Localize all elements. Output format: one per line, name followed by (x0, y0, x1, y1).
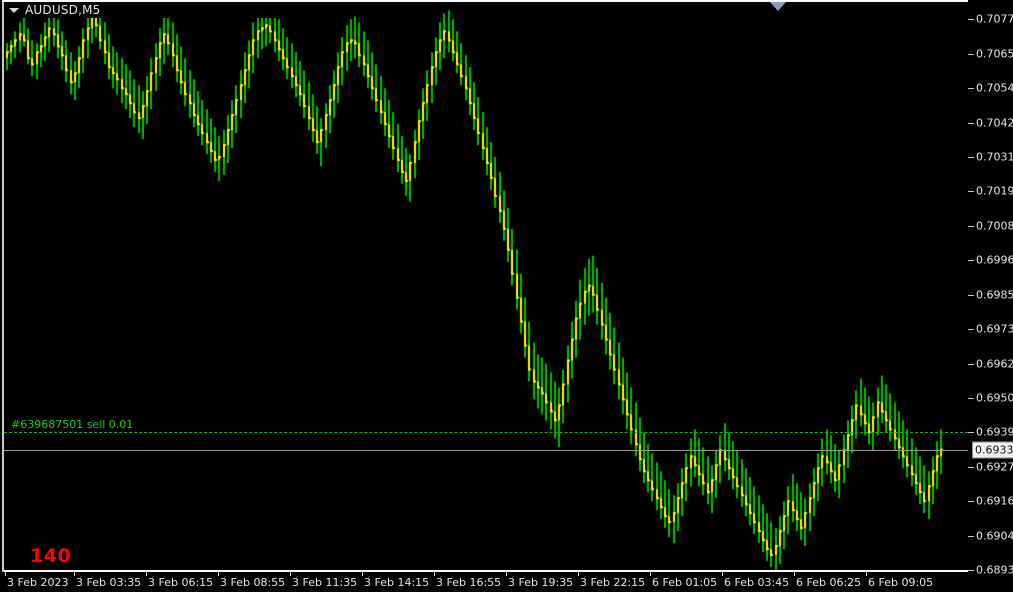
time-axis-label: 3 Feb 22:15 (580, 576, 646, 589)
time-axis-tick (794, 572, 795, 576)
time-axis-label: 3 Feb 16:55 (436, 576, 502, 589)
chart-titlebar[interactable]: AUDUSD,M5 (4, 2, 309, 18)
price-axis-tick (968, 157, 974, 158)
time-axis-label: 3 Feb 2023 (7, 576, 69, 589)
price-axis-tick (968, 570, 974, 571)
chart-plot-area[interactable]: #639687501 sell 0.01 (4, 2, 968, 570)
time-axis-label: 3 Feb 19:35 (508, 576, 574, 589)
triangle-down-icon[interactable] (770, 2, 786, 11)
chevron-down-icon[interactable] (9, 7, 19, 13)
price-axis-tick (968, 191, 974, 192)
price-axis-label: 0.70425 (976, 116, 1013, 130)
time-axis[interactable]: 3 Feb 2023 3 Feb 03:35 3 Feb 06:15 3 Feb 08… (0, 572, 970, 592)
time-axis-tick (722, 572, 723, 576)
time-axis-label: 3 Feb 08:55 (220, 576, 286, 589)
time-axis-label: 6 Feb 06:25 (796, 576, 862, 589)
price-axis-tick (968, 226, 974, 227)
window-border-left (2, 0, 4, 592)
price-axis-label: 0.70195 (976, 184, 1013, 198)
current-price-line (4, 450, 968, 451)
time-axis-label: 6 Feb 09:05 (868, 576, 934, 589)
time-axis-label: 6 Feb 03:45 (724, 576, 790, 589)
time-axis-tick (506, 572, 507, 576)
price-axis-tick (968, 501, 974, 502)
price-axis-label: 0.69045 (976, 529, 1013, 543)
price-axis-tick (968, 536, 974, 537)
price-axis-tick (968, 19, 974, 20)
order-label: #639687501 sell 0.01 (11, 418, 134, 431)
chart-symbol-title: AUDUSD,M5 (25, 3, 101, 17)
plot-border-bottom (4, 570, 970, 572)
time-axis-tick (218, 572, 219, 576)
price-axis-tick (968, 88, 974, 89)
time-axis-tick (74, 572, 75, 576)
time-axis-tick (5, 572, 6, 576)
current-price-tag: 0.69332 (972, 441, 1013, 459)
time-axis-tick (362, 572, 363, 576)
price-axis-label: 0.69505 (976, 391, 1013, 405)
window-border-top (2, 0, 968, 2)
price-axis-tick (968, 260, 974, 261)
price-axis-tick (968, 295, 974, 296)
price-bars-canvas[interactable] (4, 2, 968, 570)
time-axis-tick (290, 572, 291, 576)
time-axis-label: 3 Feb 03:35 (76, 576, 142, 589)
time-axis-tick (578, 572, 579, 576)
time-axis-tick (866, 572, 867, 576)
sell-order-line[interactable] (4, 432, 968, 433)
price-axis-tick (968, 123, 974, 124)
price-axis-tick (968, 432, 974, 433)
bar-counter: 140 (30, 545, 72, 567)
price-axis-tick (968, 398, 974, 399)
price-axis-tick (968, 54, 974, 55)
price-axis-tick (968, 364, 974, 365)
time-axis-label: 3 Feb 11:35 (292, 576, 358, 589)
price-axis-tick (968, 329, 974, 330)
price-axis-label: 0.69275 (976, 460, 1013, 474)
price-axis-tick (968, 467, 974, 468)
time-axis-label: 6 Feb 01:05 (652, 576, 718, 589)
time-axis-tick (650, 572, 651, 576)
time-axis-tick (146, 572, 147, 576)
time-axis-label: 3 Feb 06:15 (148, 576, 214, 589)
price-axis-label: 0.69735 (976, 322, 1013, 336)
price-axis-label: 0.69965 (976, 253, 1013, 267)
time-axis-tick (434, 572, 435, 576)
price-axis-label: 0.70655 (976, 47, 1013, 61)
time-axis-label: 3 Feb 14:15 (364, 576, 430, 589)
